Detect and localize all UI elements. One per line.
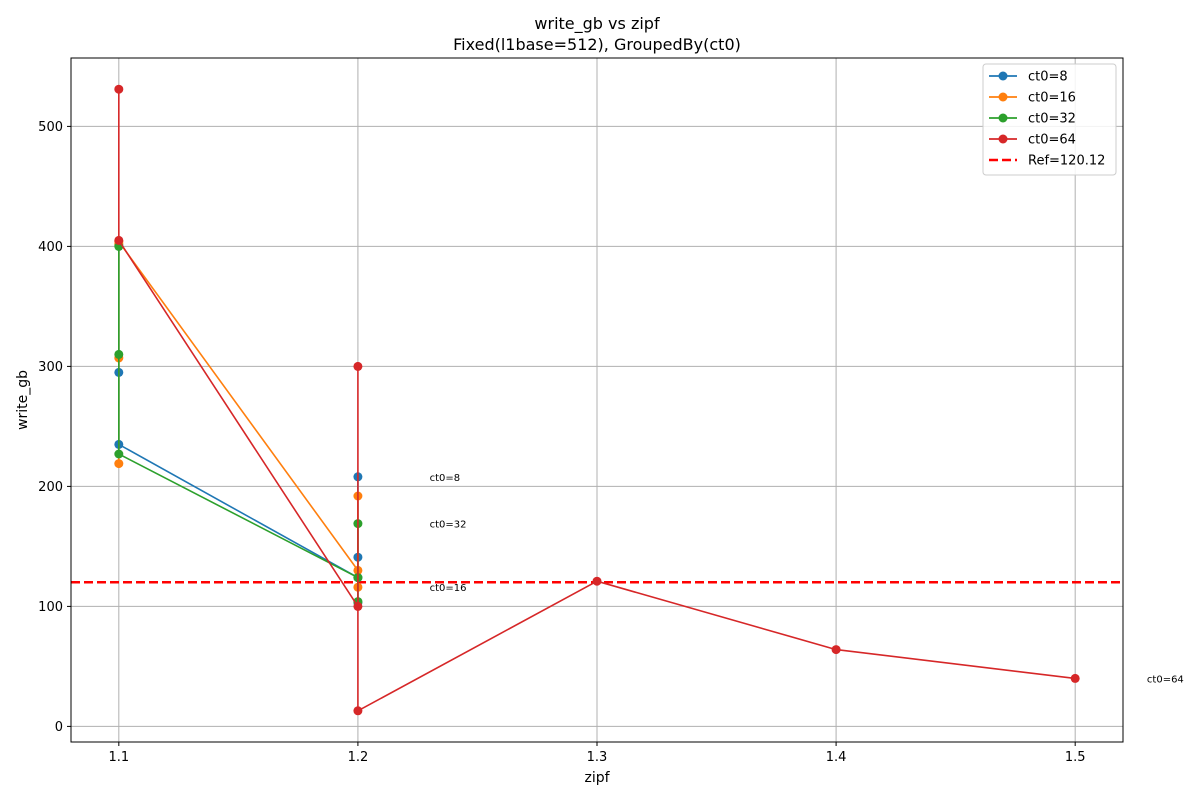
chart-title: write_gb vs zipf	[534, 14, 660, 34]
y-tick-label: 500	[38, 120, 63, 135]
data-point	[114, 349, 124, 359]
y-axis-label: write_gb	[15, 370, 31, 430]
annotations: ct0=8 ct0=32 ct0=16 ct0=64	[430, 473, 1184, 686]
y-tick-label: 200	[38, 480, 63, 495]
data-point	[592, 576, 602, 586]
y-tick-label: 0	[55, 720, 63, 735]
y-tick-label: 300	[38, 360, 63, 375]
legend-marker	[998, 113, 1008, 123]
data-point	[1070, 673, 1080, 683]
grid	[71, 58, 1123, 742]
x-axis-label: zipf	[584, 770, 610, 786]
annotation-label: ct0=64	[1147, 674, 1184, 685]
data-point	[114, 449, 124, 459]
legend: ct0=8 ct0=16 ct0=32 ct0=64 Ref=120.12	[982, 63, 1117, 176]
data-point	[114, 84, 124, 94]
data-point	[353, 361, 363, 371]
x-tick-label: 1.4	[826, 750, 847, 765]
data-point	[114, 459, 124, 469]
legend-label: Ref=120.12	[1028, 154, 1105, 169]
legend-label: ct0=16	[1028, 91, 1076, 106]
x-axis: 1.1 1.2 1.3 1.4 1.5	[108, 742, 1086, 765]
legend-label: ct0=32	[1028, 112, 1076, 127]
y-tick-label: 400	[38, 240, 63, 255]
chart-subtitle: Fixed(l1base=512), GroupedBy(ct0)	[453, 35, 741, 54]
x-tick-label: 1.5	[1065, 750, 1086, 765]
y-axis: 0 100 200 300 400 500	[38, 120, 71, 735]
annotation-label: ct0=8	[430, 473, 461, 484]
legend-frame	[982, 63, 1117, 176]
x-tick-label: 1.3	[587, 750, 608, 765]
legend-marker	[998, 134, 1008, 144]
legend-marker	[998, 92, 1008, 102]
annotation-label: ct0=16	[430, 583, 467, 594]
annotation-label: ct0=32	[430, 520, 467, 531]
data-point	[831, 645, 841, 655]
series-ct0=64	[114, 84, 1080, 716]
x-tick-label: 1.2	[348, 750, 369, 765]
legend-label: ct0=8	[1028, 70, 1068, 85]
y-tick-label: 100	[38, 600, 63, 615]
series-layer	[114, 84, 1080, 716]
data-point	[114, 235, 124, 245]
series-line	[118, 240, 359, 588]
data-point	[353, 706, 363, 716]
data-point	[353, 601, 363, 611]
x-tick-label: 1.1	[108, 750, 129, 765]
series-line	[118, 89, 1076, 712]
legend-marker	[998, 71, 1008, 81]
legend-label: ct0=64	[1028, 133, 1076, 148]
